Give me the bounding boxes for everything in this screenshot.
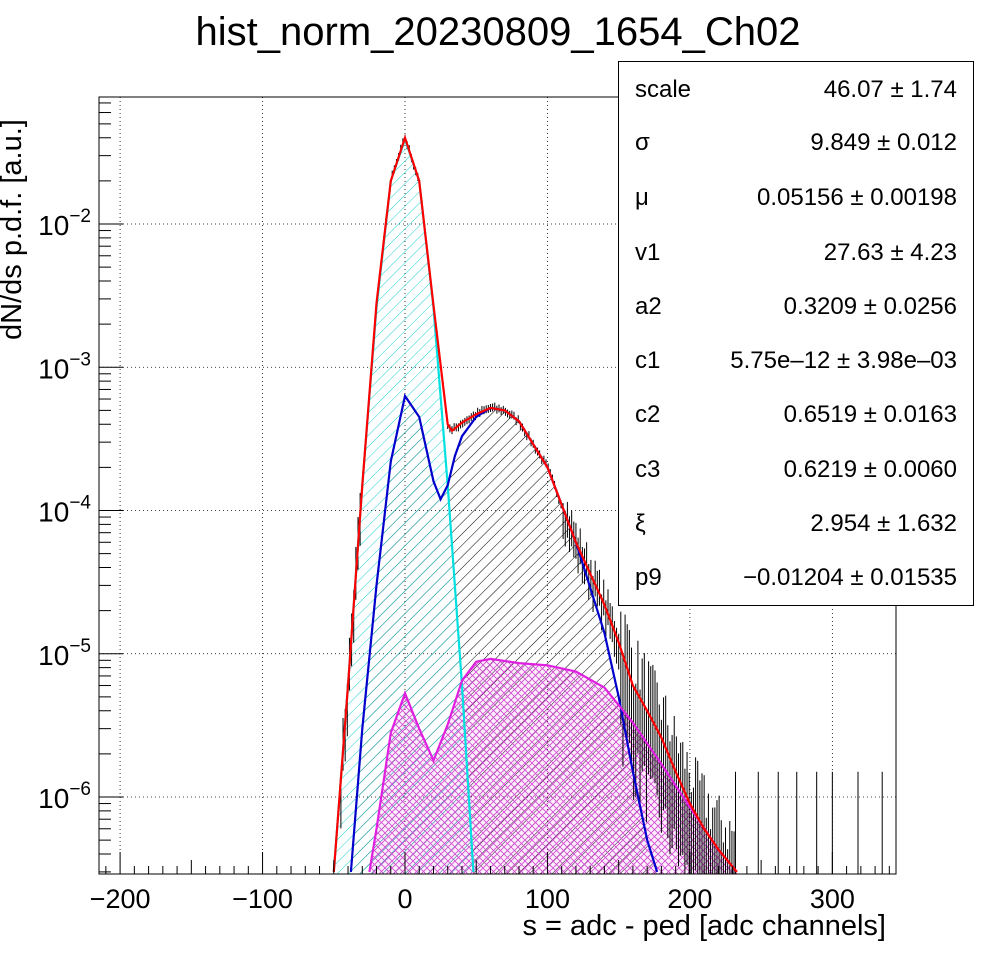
series-line-double	[368, 657, 738, 873]
stat-name: c3	[635, 456, 661, 483]
stat-value: 9.849 ± 0.012	[810, 129, 957, 156]
stat-value: 0.3209 ± 0.0256	[783, 293, 957, 320]
x-tick-label: 100	[525, 884, 570, 914]
x-tick-label: 0	[397, 884, 412, 914]
stat-row: a2 0.3209 ± 0.0256	[619, 289, 973, 329]
stat-name: μ	[635, 184, 649, 211]
stat-name: ξ	[635, 510, 646, 537]
y-tick-label: 10−5	[38, 636, 91, 671]
stat-value: 0.05156 ± 0.00198	[756, 184, 957, 211]
series-line-total_fit	[332, 134, 738, 873]
series-fill-pedestal	[333, 139, 474, 874]
stat-row: c1 5.75e–12 ± 3.98e–03	[619, 343, 973, 383]
stat-name: σ	[635, 129, 650, 156]
x-tick-label: −200	[90, 884, 151, 914]
stat-value: −0.01204 ± 0.01535	[742, 564, 957, 591]
stat-row: p9 −0.01204 ± 0.01535	[619, 560, 973, 600]
series-fill-double	[369, 658, 737, 874]
stat-value: 5.75e–12 ± 3.98e–03	[730, 347, 957, 374]
stat-row: μ 0.05156 ± 0.00198	[619, 180, 973, 220]
stat-row: σ 9.849 ± 0.012	[619, 125, 973, 165]
x-tick-label: −100	[232, 884, 293, 914]
stat-name: a2	[635, 293, 662, 320]
stat-row: ξ 2.954 ± 1.632	[619, 506, 973, 546]
stat-name: v1	[635, 239, 661, 266]
stat-row: c3 0.6219 ± 0.0060	[619, 452, 973, 492]
y-tick-label: 10−3	[38, 349, 91, 384]
series-fill-double-tint	[369, 658, 737, 872]
stat-value: 27.63 ± 4.23	[823, 239, 957, 266]
stat-row: scale 46.07 ± 1.74	[619, 72, 973, 112]
stat-name: c1	[635, 347, 661, 374]
fit-curves	[332, 134, 738, 873]
stat-name: c2	[635, 401, 661, 428]
x-tick-label: 200	[667, 884, 712, 914]
stat-value: 2.954 ± 1.632	[810, 510, 957, 537]
stat-value: 46.07 ± 1.74	[823, 76, 957, 103]
component-fills	[333, 139, 737, 874]
fit-stats-box: scale 46.07 ± 1.74 σ 9.849 ± 0.012 μ 0.0515…	[618, 61, 974, 606]
x-axis-label: s = adc - ped [adc channels]	[522, 910, 886, 942]
series-line-single	[349, 393, 659, 873]
chart-title: hist_norm_20230809_1654_Ch02	[195, 10, 801, 54]
x-tick-label: 300	[810, 884, 855, 914]
axes: −200 −100 0 100 200 300 10−2 10−3 10−4 10−5 10−6	[38, 102, 890, 914]
stat-value: 0.6519 ± 0.0163	[783, 401, 957, 428]
stat-row: v1 27.63 ± 4.23	[619, 235, 973, 275]
stat-name: p9	[635, 564, 662, 591]
y-axis-label: dN/ds p.d.f. [a.u.]	[0, 119, 28, 340]
stat-value: 0.6219 ± 0.0060	[783, 456, 957, 483]
stat-row: c2 0.6519 ± 0.0163	[619, 397, 973, 437]
y-tick-label: 10−4	[38, 493, 91, 528]
stat-name: scale	[635, 76, 692, 103]
y-tick-label: 10−2	[38, 206, 91, 241]
y-tick-label: 10−6	[38, 779, 91, 814]
